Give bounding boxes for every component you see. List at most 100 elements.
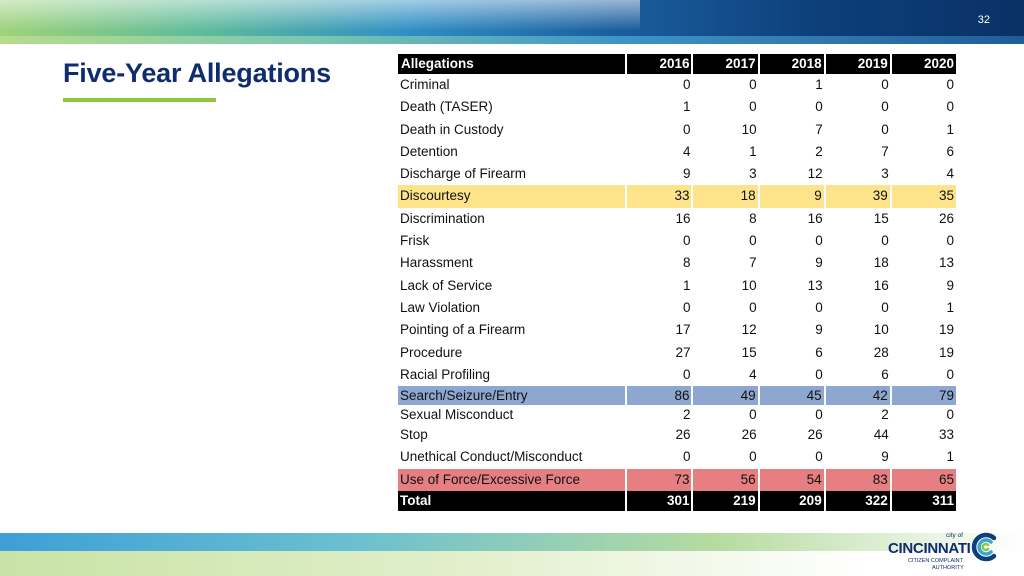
allegation-count-2017: 26 [741, 427, 757, 443]
allegation-label: Sexual Misconduct [400, 407, 514, 423]
allegation-label: Frisk [400, 233, 430, 249]
allegation-count-2019: 39 [824, 185, 892, 208]
allegation-count-2017: 49 [692, 386, 760, 406]
allegation-count-2019: 0 [881, 233, 889, 249]
allegation-count-2018: 13 [807, 277, 823, 293]
table-row: Unethical Conduct/Misconduct 0 0 0 9 1 [398, 446, 956, 468]
allegation-count-2018: 9 [815, 322, 823, 338]
allegation-count-2016: 8 [682, 255, 691, 271]
allegation-count-2017: 10 [741, 121, 757, 137]
total-2020: 311 [890, 491, 956, 512]
allegation-count-2020: 33 [938, 427, 954, 443]
allegation-count-2018: 26 [807, 427, 823, 443]
allegation-label: Racial Profiling [400, 366, 491, 382]
allegation-count-2020: 13 [938, 255, 954, 271]
table-row: Death in Custody 0 10 7 0 1 [398, 119, 956, 141]
allegation-label: Discharge of Firearm [400, 166, 527, 182]
allegation-count-2017: 8 [749, 210, 757, 226]
allegation-count-2017: 0 [749, 449, 757, 465]
total-2016: 301 [626, 491, 694, 512]
allegation-count-2016: 0 [682, 449, 691, 465]
table-row: Use of Force/Excessive Force 73 56 54 83 65 [398, 468, 956, 492]
allegation-count-2016: 73 [626, 468, 694, 492]
allegation-count-2018: 0 [815, 299, 823, 315]
allegation-count-2019: 0 [881, 121, 889, 137]
column-header-2020: 2020 [890, 54, 956, 74]
allegation-count-2019: 0 [881, 99, 889, 115]
allegation-label: Criminal [400, 77, 450, 92]
total-row: Total 301 219 209 322 311 [398, 491, 956, 512]
allegation-count-2018: 7 [815, 121, 823, 137]
allegation-count-2020: 4 [946, 166, 954, 182]
allegation-count-2018: 2 [815, 143, 823, 159]
table-header-row: Allegations 2016 2017 2018 2019 2020 [398, 54, 956, 74]
allegation-count-2018: 45 [758, 386, 826, 406]
column-header-2017: 2017 [692, 54, 760, 74]
page-title: Five-Year Allegations [63, 58, 331, 88]
allegation-count-2020: 79 [890, 386, 956, 406]
allegation-count-2020: 35 [890, 185, 956, 208]
table-row: Detention 4 1 2 7 6 [398, 141, 956, 163]
allegation-count-2018: 0 [815, 233, 823, 249]
allegation-count-2019: 16 [873, 277, 889, 293]
allegation-count-2018: 9 [758, 185, 826, 208]
bottom-decorative-band [0, 533, 1024, 551]
allegation-count-2020: 1 [946, 449, 954, 465]
allegation-label: Detention [400, 143, 458, 159]
table-row: Racial Profiling 0 4 0 6 0 [398, 364, 956, 386]
table-row: Death (TASER) 1 0 0 0 0 [398, 96, 956, 118]
allegation-label: Law Violation [400, 299, 481, 315]
allegation-count-2019: 9 [881, 449, 889, 465]
total-2018: 209 [758, 491, 826, 512]
allegation-count-2016: 0 [682, 121, 691, 137]
column-header-allegations: Allegations [398, 54, 628, 74]
allegation-count-2016: 9 [682, 166, 691, 182]
allegation-count-2018: 1 [815, 77, 823, 92]
allegation-count-2020: 1 [946, 121, 954, 137]
allegation-count-2017: 4 [749, 366, 757, 382]
allegation-count-2016: 27 [675, 344, 691, 360]
allegation-count-2017: 3 [749, 166, 757, 182]
allegation-count-2017: 10 [741, 277, 757, 293]
allegation-count-2020: 0 [946, 366, 954, 382]
allegation-count-2018: 0 [815, 449, 823, 465]
allegation-count-2017: 0 [749, 299, 757, 315]
table-row: Criminal 0 0 1 0 0 [398, 74, 956, 96]
cincinnati-c-logo-icon [971, 532, 997, 562]
logo-subtitle-line1: CITIZEN COMPLAINT [908, 558, 964, 564]
allegation-label: Use of Force/Excessive Force [398, 468, 628, 492]
allegation-label: Discrimination [400, 210, 485, 226]
table-body: Criminal 0 0 1 0 0 Death (TASER) 1 0 0 0 0 Death in … [398, 74, 956, 492]
allegation-count-2018: 54 [758, 468, 826, 492]
allegation-count-2017: 0 [749, 233, 757, 249]
allegation-count-2020: 26 [938, 210, 954, 226]
allegation-count-2019: 7 [881, 143, 889, 159]
allegation-count-2019: 0 [881, 77, 889, 92]
allegation-label: Death in Custody [400, 121, 504, 137]
table-row: Discrimination 16 8 16 15 26 [398, 208, 956, 230]
allegation-count-2020: 0 [946, 77, 954, 92]
allegation-count-2017: 15 [741, 344, 757, 360]
allegation-count-2019: 10 [873, 322, 889, 338]
allegation-label: Harassment [400, 255, 473, 271]
allegation-count-2017: 0 [749, 407, 757, 423]
allegation-label: Stop [400, 427, 428, 443]
total-2019: 322 [824, 491, 892, 512]
allegation-count-2019: 42 [824, 386, 892, 406]
allegation-count-2017: 1 [749, 143, 757, 159]
allegation-count-2017: 18 [692, 185, 760, 208]
allegation-count-2017: 56 [692, 468, 760, 492]
allegation-count-2016: 26 [675, 427, 691, 443]
allegation-label: Discourtesy [398, 185, 628, 208]
cincinnati-ccа-logo: city of CINCINNATI CITIZEN COMPLAINT AUT… [884, 530, 1004, 572]
allegation-count-2016: 33 [626, 185, 694, 208]
table-row: Stop 26 26 26 44 33 [398, 424, 956, 446]
logo-subtitle-line2: AUTHORITY [932, 565, 964, 571]
allegation-count-2019: 2 [881, 407, 889, 423]
table-row: Search/Seizure/Entry 86 49 45 42 79 [398, 386, 956, 406]
allegation-count-2018: 0 [815, 99, 823, 115]
allegation-count-2019: 44 [873, 427, 889, 443]
allegation-label: Unethical Conduct/Misconduct [400, 449, 583, 465]
allegations-table: Allegations 2016 2017 2018 2019 2020 Cri… [398, 54, 956, 512]
allegation-count-2018: 0 [815, 366, 823, 382]
